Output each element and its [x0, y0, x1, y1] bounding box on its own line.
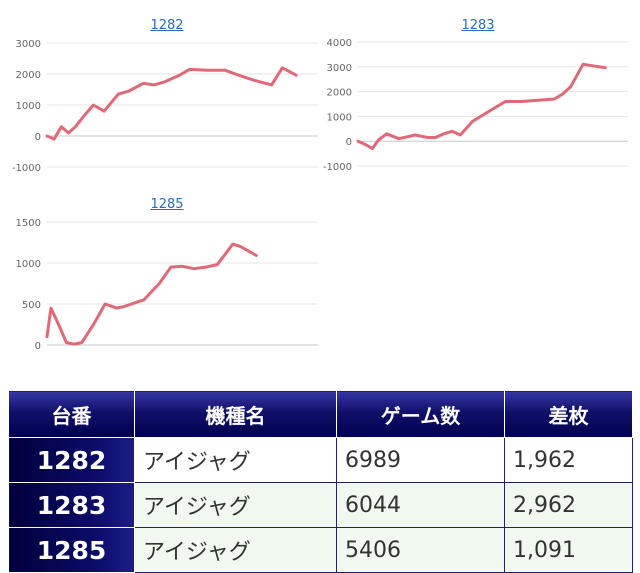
y-tick-label: -1000	[12, 163, 41, 174]
header-model: 機種名	[134, 390, 337, 438]
header-diff: 差枚	[504, 390, 633, 438]
machine-number: 1285	[8, 527, 135, 573]
coin-diff: 1,962	[504, 437, 633, 483]
game-count: 6044	[336, 482, 505, 528]
y-tick-label: 0	[346, 137, 352, 148]
chart-1282: 3000 2000 1000 0 -1000	[12, 39, 318, 174]
y-tick-label: 2000	[327, 88, 352, 99]
model-name: アイジャグ	[134, 437, 337, 483]
y-tick-label: 1500	[16, 218, 41, 229]
chart-1283: 4000 3000 2000 1000 0 -1000	[323, 38, 628, 173]
chart-title-1282[interactable]: 1282	[150, 18, 184, 33]
model-name: アイジャグ	[134, 482, 337, 528]
y-tick-label: 0	[35, 341, 41, 352]
y-tick-label: 2000	[16, 70, 41, 81]
table-header-row: 台番 機種名 ゲーム数 差枚	[8, 390, 633, 438]
y-tick-label: 0	[35, 132, 41, 143]
chart-title-1285[interactable]: 1285	[150, 197, 184, 212]
game-count: 5406	[336, 527, 505, 573]
coin-diff: 1,091	[504, 527, 633, 573]
y-tick-label: 3000	[327, 63, 352, 74]
machine-number: 1283	[8, 482, 135, 528]
coin-diff: 2,962	[504, 482, 633, 528]
y-tick-label: -1000	[323, 162, 352, 173]
table-row: 1282 アイジャグ 6989 1,962	[8, 437, 633, 483]
game-count: 6989	[336, 437, 505, 483]
series-line-1283	[356, 62, 607, 151]
machine-number: 1282	[8, 437, 135, 483]
table-row: 1283 アイジャグ 6044 2,962	[8, 482, 633, 528]
chart-1285: 1500 1000 500 0	[16, 218, 318, 352]
chart-title-1283[interactable]: 1283	[461, 18, 495, 33]
y-tick-label: 1000	[16, 259, 41, 270]
charts-area: 3000 2000 1000 0 -1000 4000 3000 2000 1000 0 -1000…	[12, 38, 628, 352]
series-line-1285	[45, 242, 258, 346]
y-tick-label: 4000	[327, 38, 352, 49]
series-line-1282	[45, 66, 298, 141]
y-tick-label: 500	[22, 300, 41, 311]
table-row: 1285 アイジャグ 5406 1,091	[8, 527, 633, 573]
header-games: ゲーム数	[336, 390, 505, 438]
y-tick-label: 3000	[16, 39, 41, 50]
model-name: アイジャグ	[134, 527, 337, 573]
y-tick-label: 1000	[327, 112, 352, 123]
machine-table: 台番 機種名 ゲーム数 差枚 1282 アイジャグ 6989 1,962 128…	[8, 390, 633, 573]
y-tick-label: 1000	[16, 101, 41, 112]
header-number: 台番	[8, 390, 135, 438]
